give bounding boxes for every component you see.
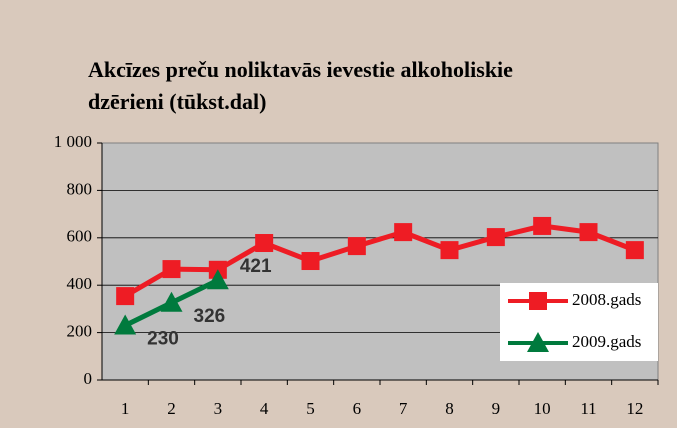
x-tick-label: 5 <box>306 399 315 418</box>
marker <box>440 241 459 260</box>
x-tick-label: 4 <box>260 399 269 418</box>
legend-marker <box>527 332 549 352</box>
marker <box>625 241 644 260</box>
legend-box <box>500 283 658 361</box>
x-tick-label: 10 <box>534 399 551 418</box>
x-tick-label: 8 <box>445 399 454 418</box>
x-tick-label: 9 <box>492 399 501 418</box>
y-tick-label: 600 <box>67 227 93 246</box>
y-tick-label: 800 <box>67 179 93 198</box>
chart-title: Akcīzes preču noliktavās ievestie alkoho… <box>88 57 513 82</box>
x-tick-label: 6 <box>353 399 362 418</box>
x-tick-label: 3 <box>214 399 223 418</box>
y-tick-label: 200 <box>67 322 93 341</box>
marker <box>116 287 135 306</box>
x-tick-label: 11 <box>580 399 596 418</box>
marker <box>160 291 183 312</box>
marker <box>162 260 181 279</box>
data-label: 421 <box>240 256 272 277</box>
marker <box>114 314 137 335</box>
marker <box>394 223 413 242</box>
marker <box>206 269 229 290</box>
legend-label: 2008.gads <box>572 290 641 309</box>
chart-title: dzērieni (tūkst.dal) <box>88 89 266 114</box>
y-tick-label: 400 <box>67 274 93 293</box>
y-tick-label: 0 <box>84 369 93 388</box>
data-label: 326 <box>194 306 226 327</box>
marker <box>255 234 274 253</box>
x-tick-label: 7 <box>399 399 408 418</box>
marker <box>579 223 598 242</box>
x-tick-label: 1 <box>121 399 130 418</box>
y-tick-label: 1 000 <box>54 132 92 151</box>
legend-label: 2009.gads <box>572 332 641 351</box>
marker <box>347 237 366 256</box>
marker <box>486 228 505 247</box>
marker <box>301 252 320 271</box>
x-tick-label: 12 <box>626 399 643 418</box>
legend-marker <box>529 292 547 310</box>
marker <box>533 216 552 235</box>
x-tick-label: 2 <box>167 399 176 418</box>
data-label: 230 <box>147 329 179 350</box>
